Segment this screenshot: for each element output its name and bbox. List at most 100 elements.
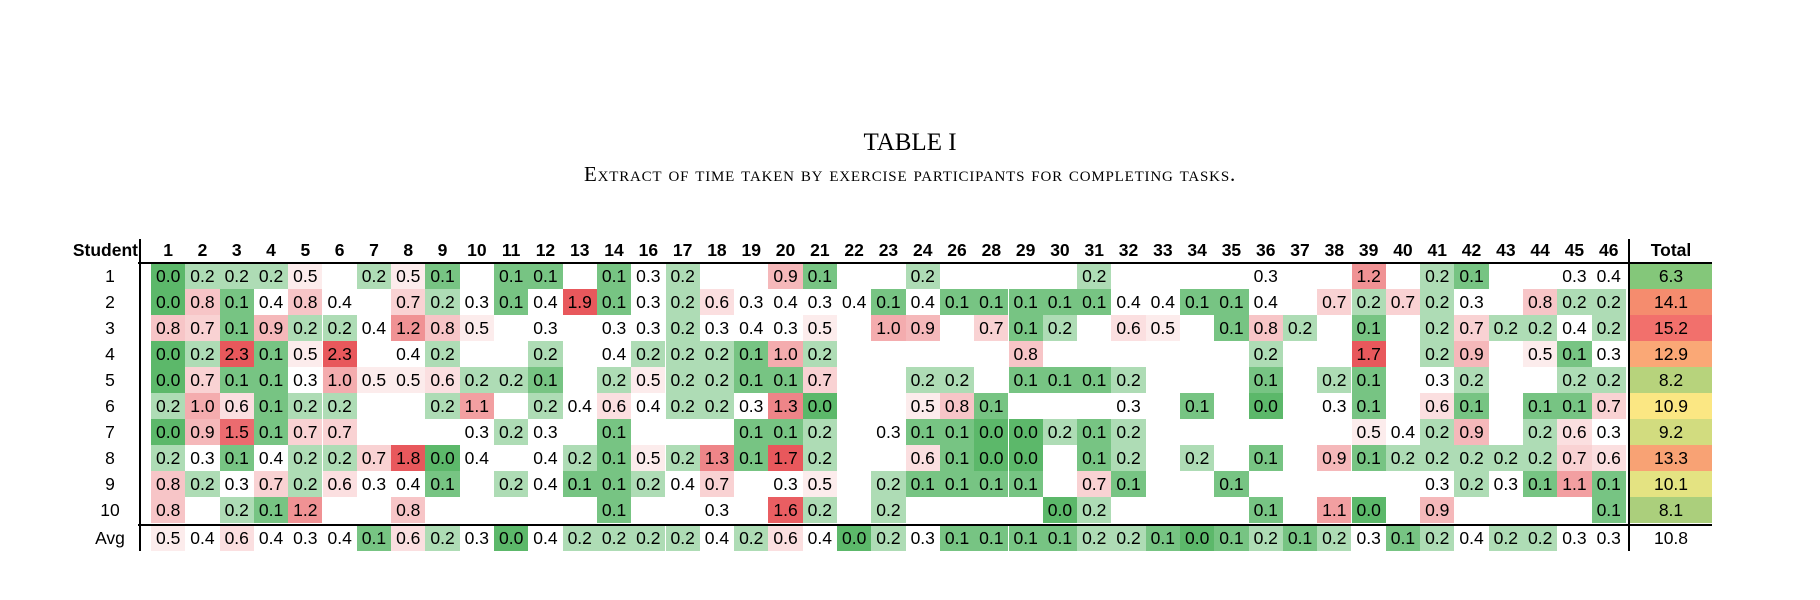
table-cell: 0.3: [631, 289, 666, 315]
table-cell: 0.9: [768, 263, 803, 289]
table-cell: 0.8: [1248, 315, 1283, 341]
table-cell: 0.3: [288, 367, 323, 393]
table-cell: 0.1: [1077, 289, 1112, 315]
table-cell: 0.2: [322, 445, 357, 471]
total-header: Total: [1650, 240, 1692, 260]
table-cell: 0.7: [1454, 315, 1489, 341]
table-cell: 0.5: [1523, 341, 1558, 367]
table-cell: 0.1: [1523, 393, 1558, 419]
table-cell: 0.1: [425, 263, 460, 289]
column-header: 40: [1393, 240, 1413, 260]
table-cell: 0.2: [1488, 445, 1523, 471]
table-cell: 0.2: [185, 471, 220, 497]
table-cell: 1.3: [699, 445, 735, 471]
table-cell: 0.9: [185, 419, 220, 445]
table-cell: 0.3: [734, 289, 769, 315]
column-header: 6: [334, 240, 345, 260]
total-cell: 15.2: [1630, 315, 1712, 341]
table-cell: 0.3: [459, 419, 494, 445]
table-cell: 0.4: [528, 445, 563, 471]
table-cell: 0.7: [1557, 445, 1592, 471]
table-cell: 0.2: [494, 471, 529, 497]
column-header: 11: [501, 240, 521, 260]
avg-cell: 0.2: [562, 525, 597, 551]
table-cell: 0.3: [528, 419, 563, 445]
table-cell: 0.2: [1454, 367, 1489, 393]
table-cell: 0.4: [391, 471, 426, 497]
row-label: 6: [105, 396, 115, 416]
table-cell: 0.1: [1180, 393, 1215, 419]
table-cell: 0.1: [494, 289, 529, 315]
table-cell: 0.3: [699, 315, 735, 341]
avg-cell: 0.2: [1420, 525, 1455, 551]
table-cell: 0.7: [1077, 471, 1112, 497]
table-cell: 1.0: [322, 367, 357, 393]
row-label: 3: [105, 318, 115, 338]
table-cell: 0.4: [1248, 289, 1283, 315]
table-cell: 0.7: [391, 289, 426, 315]
table-cell: 0.2: [1351, 289, 1386, 315]
table-cell: 0.4: [1111, 289, 1146, 315]
table-cell: 0.2: [322, 393, 357, 419]
table-cell: 0.2: [459, 367, 494, 393]
table-cell: 0.6: [1420, 393, 1455, 419]
table-cell: 0.2: [425, 341, 460, 367]
avg-cell: 0.6: [219, 525, 254, 551]
table-cell: 0.3: [631, 315, 666, 341]
avg-cell: 0.1: [356, 525, 392, 551]
table-cell: 0.0: [974, 445, 1009, 471]
table-cell: 0.7: [974, 315, 1009, 341]
table-cell: 0.2: [596, 367, 632, 393]
table-cell: 0.1: [974, 289, 1009, 315]
table-cell: 0.4: [391, 341, 426, 367]
table-cell: 0.1: [768, 367, 803, 393]
table-cell: 0.8: [151, 315, 186, 341]
table-cell: 0.2: [288, 315, 323, 341]
table-cell: 0.1: [562, 471, 597, 497]
table-cell: 0.6: [1111, 315, 1146, 341]
table-cell: 0.3: [1557, 263, 1592, 289]
column-header: 22: [844, 240, 864, 260]
table-cell: 0.2: [1317, 367, 1352, 393]
table-cell: 0.2: [631, 471, 666, 497]
table-cell: 0.3: [1454, 289, 1489, 315]
table-cell: 0.7: [253, 471, 289, 497]
table-cell: 0.2: [665, 367, 700, 393]
table-cell: 0.1: [253, 393, 289, 419]
avg-cell: 0.2: [871, 525, 906, 551]
table-cell: 0.8: [1523, 289, 1558, 315]
table-cell: 0.1: [528, 367, 563, 393]
table-cell: 0.0: [151, 341, 186, 367]
total-cell: 12.9: [1630, 341, 1712, 367]
row-label: 2: [105, 292, 115, 312]
table-cell: 1.1: [1557, 471, 1592, 497]
table-cell: 0.5: [391, 263, 426, 289]
table-cell: 0.2: [356, 263, 392, 289]
avg-cell: 0.2: [1077, 525, 1112, 551]
table-cell: 0.1: [1248, 497, 1283, 523]
table-cell: 0.1: [1180, 289, 1215, 315]
avg-total: 10.8: [1653, 528, 1689, 548]
table-cell: 0.1: [1077, 419, 1112, 445]
table-cell: 0.7: [185, 367, 220, 393]
table-cell: 0.4: [253, 289, 289, 315]
table-cell: 0.2: [528, 393, 563, 419]
table-cell: 0.2: [939, 367, 975, 393]
table-cell: 1.2: [1351, 263, 1386, 289]
header-rule: [138, 262, 1712, 264]
table-cell: 0.2: [1042, 315, 1078, 341]
table-cell: 0.1: [974, 471, 1009, 497]
table-cell: 0.2: [425, 393, 460, 419]
table-cell: 0.2: [1042, 419, 1078, 445]
table-cell: 0.2: [494, 367, 529, 393]
table-cell: 0.1: [939, 445, 975, 471]
table-cell: 0.7: [1317, 289, 1352, 315]
table-cell: 0.1: [1591, 497, 1626, 523]
row-label: 4: [105, 344, 115, 364]
table-cell: 0.2: [288, 471, 323, 497]
column-header: 42: [1461, 240, 1482, 260]
table-cell: 0.4: [1385, 419, 1421, 445]
table-cell: 0.1: [253, 341, 289, 367]
total-cell: 8.2: [1630, 367, 1712, 393]
